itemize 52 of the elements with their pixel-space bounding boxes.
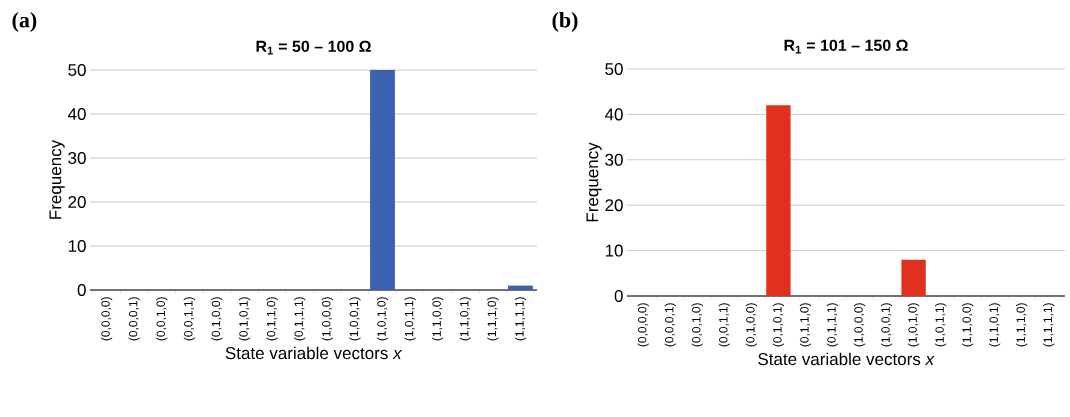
x-tick-label: (0,0,1,0) (156, 297, 168, 341)
y-tick-label: 0 (77, 283, 86, 297)
y-tick-label: 40 (67, 107, 86, 121)
x-tick-label: (0,0,1,1) (183, 297, 195, 341)
y-axis-title: Frequency (586, 142, 602, 222)
x-tick-label: (0,1,1,0) (799, 303, 812, 347)
y-tick-label: 30 (605, 153, 623, 166)
x-tick-label: (1,0,1,0) (376, 297, 389, 341)
y-tick-label: 50 (68, 63, 86, 77)
y-tick-label: 30 (68, 151, 86, 165)
x-tick-label: (1,1,1,0) (487, 297, 499, 341)
x-tick-label: (1,0,0,1) (880, 303, 893, 347)
x-tick-label: (0,0,1,0) (691, 303, 703, 347)
x-tick-label: (0,0,0,0) (100, 297, 113, 341)
x-tick-label: (1,1,0,1) (989, 303, 1001, 347)
x-tick-label: (0,1,0,0) (211, 297, 223, 341)
x-tick-label: (1,0,1,0) (908, 303, 920, 347)
y-tick-label: 10 (605, 244, 623, 257)
x-tick-label: (0,0,0,0) (637, 303, 649, 347)
y-tick-label: 40 (604, 108, 623, 121)
y-tick-label: 20 (605, 199, 623, 212)
x-tick-label: (0,1,1,0) (266, 297, 278, 341)
x-tick-label: (0,1,1,1) (294, 297, 306, 341)
text: (a) (12, 12, 37, 32)
x-tick-label: (1,0,1,1) (935, 303, 947, 347)
y-tick-label: 50 (605, 62, 623, 76)
text: (b) (552, 12, 578, 32)
x-tick-label: (0,0,1,1) (718, 303, 730, 347)
x-tick-label: (1,0,0,0) (853, 303, 866, 347)
y-tick-label: 0 (614, 289, 623, 303)
x-tick-label: (0,1,1,1) (826, 303, 839, 347)
x-tick-label: (0,0,0,1) (128, 297, 140, 341)
y-axis-title: Frequency (49, 139, 65, 219)
x-tick-label: (1,0,1,1) (404, 297, 416, 341)
x-tick-label: (1,1,0,1) (459, 297, 471, 341)
x-tick-label: (1,0,0,1) (349, 297, 361, 341)
x-tick-label: (0,0,0,1) (664, 303, 676, 347)
chart-title: R$_{1}$ = 50 – 100 Ω (256, 40, 371, 55)
y-tick-label: 10 (68, 239, 86, 253)
chart-title: R$_{1}$ = 101 – 150 Ω (784, 39, 908, 54)
x-axis-title: State variable vectors x (225, 346, 403, 360)
x-tick-label: (1,1,1,0) (1016, 303, 1028, 347)
y-tick-label: 20 (68, 195, 86, 209)
x-tick-label: (0,1,0,1) (238, 297, 251, 341)
x-tick-label: (0,1,0,0) (745, 303, 757, 347)
x-tick-label: (0,1,0,1) (772, 303, 784, 347)
x-tick-label: (1,1,1,1) (1043, 303, 1055, 347)
x-axis-title: State variable vectors x (758, 352, 935, 366)
x-tick-label: (1,1,1,1) (514, 297, 527, 341)
x-tick-label: (1,1,0,0) (432, 297, 444, 341)
x-tick-label: (1,0,0,0) (321, 297, 333, 341)
x-tick-label: (1,1,0,0) (962, 303, 974, 347)
